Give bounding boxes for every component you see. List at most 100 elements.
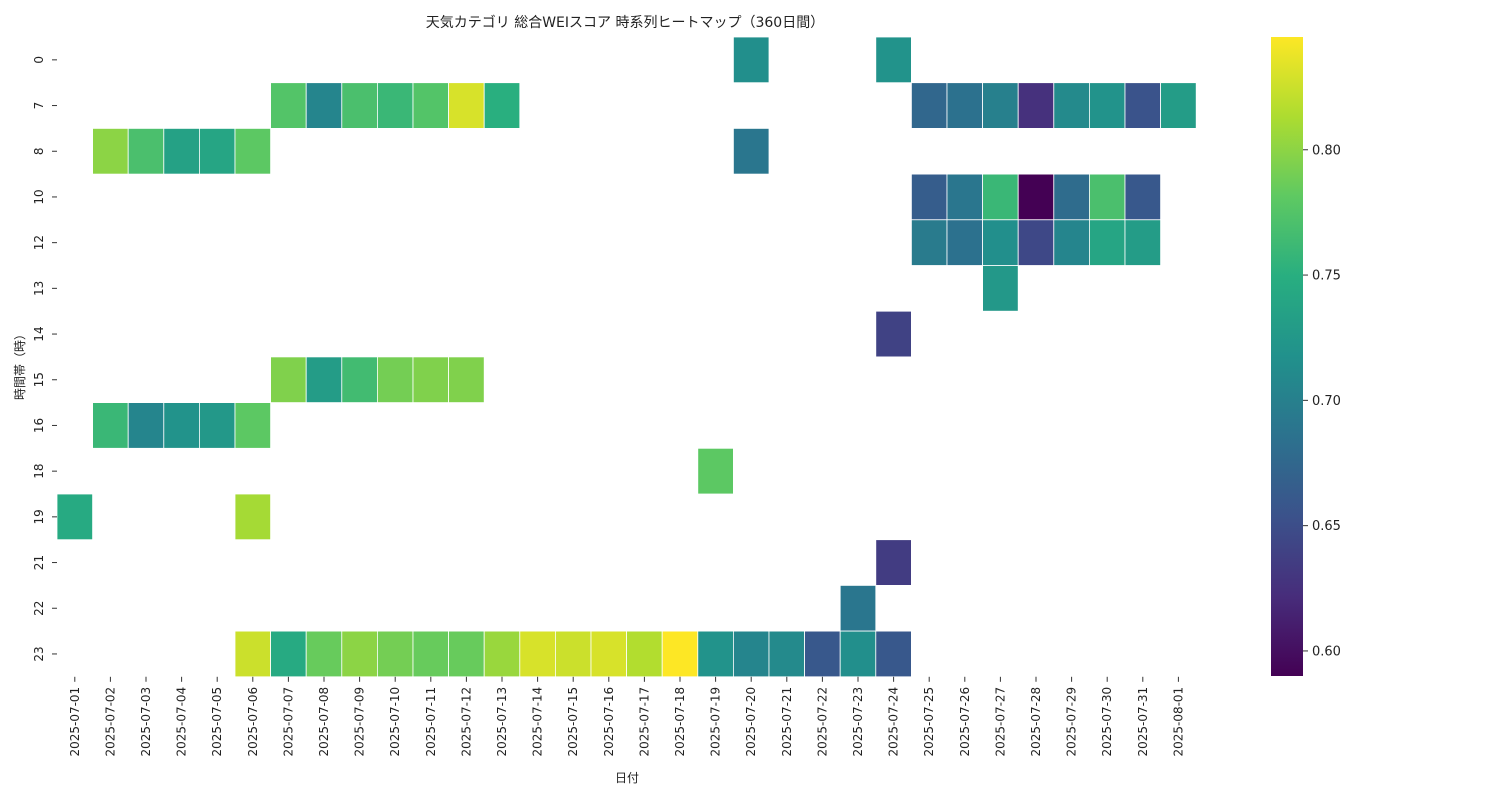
colorbar-tick-label: 0.60 (1312, 644, 1341, 659)
heatmap-cell (198, 402, 236, 449)
y-tick-label: 13 (32, 281, 46, 296)
x-tick-label: 2025-07-11 (424, 687, 438, 757)
heatmap-cell (519, 630, 556, 678)
y-axis: 0 7 8 10 12 13 14 15 16 18 19 21 22 23 (32, 56, 57, 662)
heatmap-cell (92, 127, 129, 175)
heatmap-cell (839, 585, 877, 632)
heatmap-cell (234, 493, 271, 541)
heatmap-cell (1053, 173, 1090, 221)
x-tick-label: 2025-07-16 (602, 687, 616, 757)
x-tick-label: 2025-07-18 (673, 687, 687, 757)
heatmap-cell (946, 82, 983, 129)
heatmap-cell (875, 36, 912, 84)
heatmap-cell (1017, 82, 1055, 129)
x-tick-label: 2025-07-08 (317, 687, 331, 757)
heatmap-cell (1160, 82, 1197, 129)
x-axis: 2025-07-01 2025-07-02 2025-07-03 2025-07-04… (68, 676, 1185, 757)
heatmap-cell (1017, 173, 1055, 221)
heatmap-cell (946, 173, 983, 221)
heatmap-cell (483, 630, 521, 678)
heatmap-cell (982, 265, 1019, 312)
heatmap-cell (1017, 219, 1055, 266)
y-tick-label: 8 (32, 147, 46, 155)
colorbar (1271, 37, 1303, 676)
heatmap-cell (448, 630, 485, 678)
y-tick-label: 14 (32, 326, 46, 341)
x-tick-label: 2025-07-15 (566, 687, 580, 757)
x-tick-label: 2025-07-17 (637, 687, 651, 757)
heatmap-cell (875, 310, 912, 358)
heatmap-cell (412, 630, 449, 678)
x-tick-label: 2025-07-19 (709, 687, 723, 757)
heatmap-cell (733, 36, 770, 84)
x-tick-label: 2025-08-01 (1171, 687, 1185, 757)
heatmap-cell (127, 402, 165, 449)
heatmap-cell (483, 82, 521, 129)
x-tick-label: 2025-07-06 (246, 687, 260, 757)
colorbar-tick-label: 0.70 (1312, 394, 1341, 409)
x-tick-label: 2025-07-24 (887, 687, 901, 757)
x-tick-label: 2025-07-10 (388, 687, 402, 757)
x-tick-label: 2025-07-21 (780, 687, 794, 757)
heatmap-cell (56, 493, 93, 541)
heatmap-cell (733, 630, 770, 678)
heatmap-cell (555, 630, 592, 678)
y-tick-label: 12 (32, 235, 46, 250)
heatmap-cell (982, 82, 1019, 129)
x-tick-label: 2025-07-27 (993, 687, 1007, 757)
heatmap-cell (127, 127, 165, 175)
heatmap-cell (376, 356, 414, 403)
chart-title: 天気カテゴリ 総合WEIスコア 時系列ヒートマップ（360日間） (426, 14, 824, 31)
x-tick-label: 2025-07-31 (1136, 687, 1150, 757)
heatmap-cell (661, 630, 699, 678)
heatmap-cell (234, 402, 271, 449)
x-tick-label: 2025-07-28 (1029, 687, 1043, 757)
y-tick-label: 0 (32, 56, 46, 64)
heatmap-cell (1089, 173, 1126, 221)
heatmap-cell (305, 356, 343, 403)
x-tick-label: 2025-07-13 (495, 687, 509, 757)
heatmap-cell (270, 630, 307, 678)
x-tick-label: 2025-07-09 (353, 687, 367, 757)
heatmap-cell (412, 356, 449, 403)
heatmap-cell (412, 82, 449, 129)
y-tick-label: 10 (32, 189, 46, 204)
heatmap-cell (1124, 219, 1161, 266)
heatmap-cell (305, 630, 343, 678)
heatmap-cell (911, 173, 948, 221)
heatmap-cell (341, 630, 378, 678)
y-tick-label: 16 (32, 418, 46, 433)
y-tick-label: 22 (32, 601, 46, 616)
colorbar-tick-label: 0.75 (1312, 269, 1341, 284)
heatmap-cell (982, 219, 1019, 266)
x-tick-label: 2025-07-03 (139, 687, 153, 757)
heatmap-cell (982, 173, 1019, 221)
heatmap-cell (270, 356, 307, 403)
x-tick-label: 2025-07-05 (210, 687, 224, 757)
heatmap-cell (839, 630, 877, 678)
y-tick-label: 23 (32, 646, 46, 661)
colorbar-tick-label: 0.80 (1312, 143, 1341, 158)
x-tick-label: 2025-07-01 (68, 687, 82, 757)
heatmap-cell (626, 630, 663, 678)
heatmap-cell (733, 127, 770, 175)
y-tick-label: 18 (32, 464, 46, 479)
heatmap-cell (1053, 219, 1090, 266)
heatmap-cell (1053, 82, 1090, 129)
x-tick-label: 2025-07-02 (103, 687, 117, 757)
heatmap-cell (804, 630, 841, 678)
heatmap-cell (163, 127, 200, 175)
x-tick-label: 2025-07-26 (958, 687, 972, 757)
colorbar-ticks: 0.60 0.65 0.70 0.75 0.80 (1303, 143, 1341, 659)
x-axis-label: 日付 (615, 771, 639, 785)
heatmap-cell (305, 82, 343, 129)
heatmap-cell (341, 356, 378, 403)
heatmap-cell (163, 402, 200, 449)
heatmap-cell (697, 447, 734, 495)
x-tick-label: 2025-07-12 (459, 687, 473, 757)
x-tick-label: 2025-07-25 (922, 687, 936, 757)
y-tick-label: 21 (32, 555, 46, 570)
heatmap-cell (875, 630, 912, 678)
heatmap-cell (946, 219, 983, 266)
